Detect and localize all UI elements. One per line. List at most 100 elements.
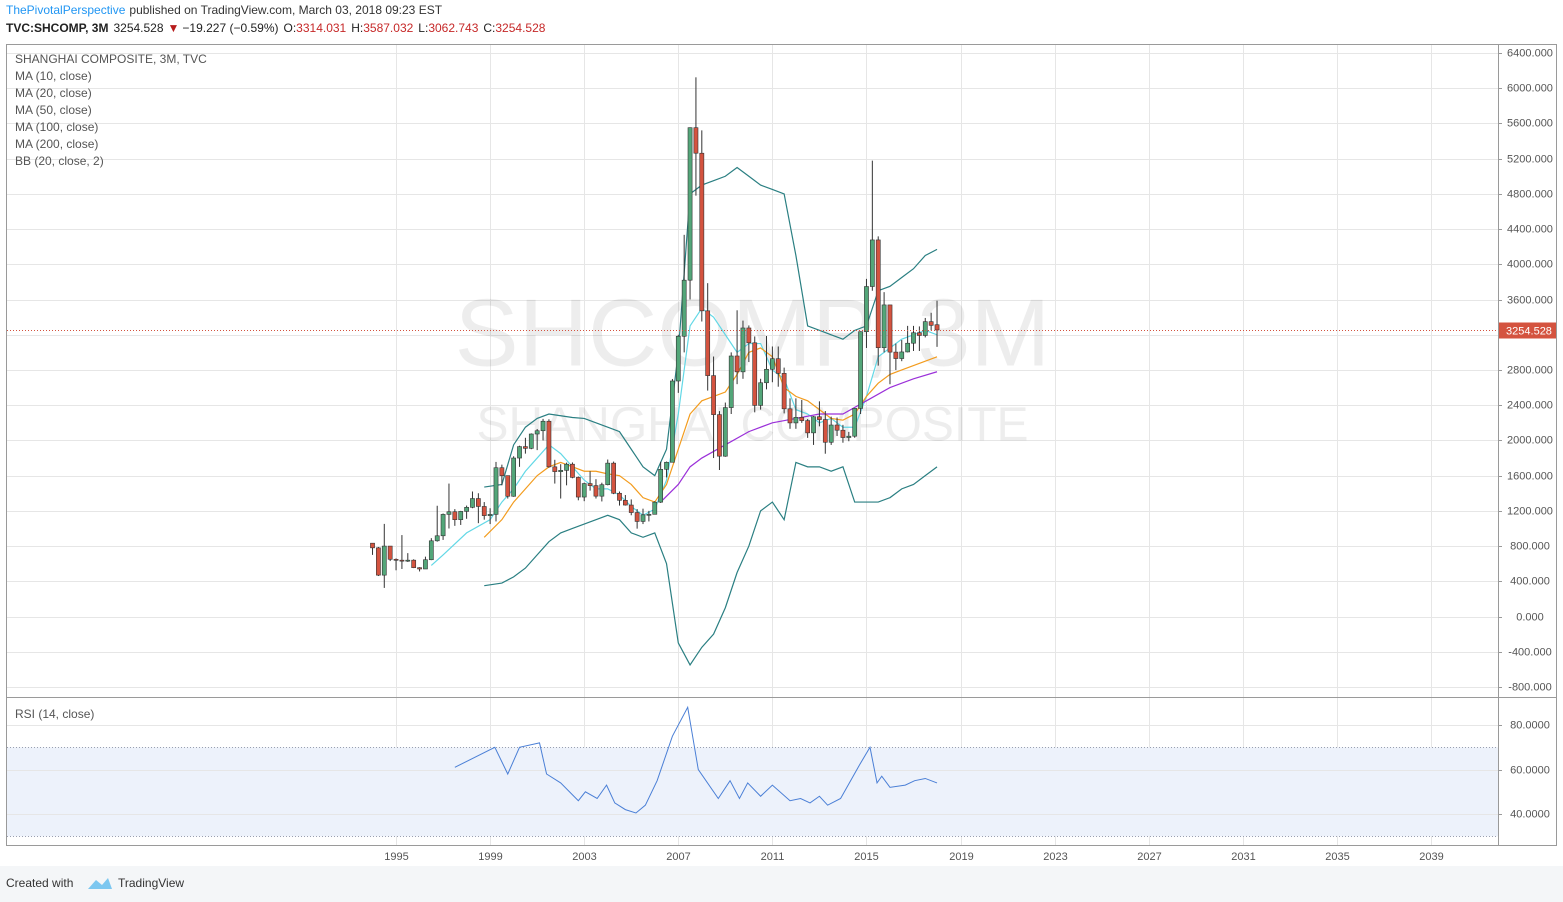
candle-body — [434, 535, 440, 542]
ohlc-label: H: — [351, 21, 363, 35]
y-tick-label: 4400.000 — [1507, 223, 1553, 235]
candle-body — [393, 558, 399, 561]
ohlc-label: L: — [418, 21, 428, 35]
bb-lower — [484, 461, 938, 667]
legend-entry: MA (20, close) — [15, 86, 92, 100]
candle-body — [452, 511, 458, 520]
candle-body — [775, 358, 781, 374]
symbol: TVC:SHCOMP, 3M — [6, 21, 108, 35]
change: −19.227 (−0.59%) — [182, 21, 278, 35]
candle-body — [875, 239, 881, 349]
candle-body — [805, 420, 811, 434]
candle-body — [811, 416, 816, 434]
ohlc-value: 3254.528 — [495, 21, 545, 35]
y-tick-label: 4000.000 — [1507, 258, 1553, 270]
grid-layer — [7, 45, 1498, 845]
candle-body — [405, 559, 411, 562]
y-tick-label: 5600.000 — [1507, 117, 1553, 129]
candle-body — [817, 416, 822, 420]
candle-body — [722, 407, 728, 457]
candle-body — [464, 507, 469, 512]
x-tick-label: 1995 — [384, 851, 408, 863]
candle-body — [575, 477, 581, 498]
candle-body — [381, 545, 387, 576]
y-tick-label: 2000.000 — [1507, 434, 1553, 446]
tradingview-logo[interactable]: TradingView — [88, 876, 184, 890]
candle-body — [552, 466, 558, 472]
candle-body — [546, 420, 552, 468]
candle-body — [717, 414, 722, 457]
candle-body — [711, 375, 716, 415]
candle-body — [758, 382, 763, 406]
indicator-line — [660, 371, 938, 503]
candle-body — [705, 310, 711, 376]
y-tick-label: 0.000 — [1516, 611, 1544, 623]
x-tick-label: 2019 — [949, 851, 973, 863]
x-tick-label: 2007 — [666, 851, 690, 863]
candle-body — [440, 514, 446, 537]
candle-body — [846, 435, 852, 438]
candle-body — [540, 420, 546, 432]
author[interactable]: ThePivotalPerspective — [6, 3, 126, 17]
published: published on TradingView.com, March 03, … — [129, 3, 442, 17]
y-tick-label: 80.0000 — [1510, 719, 1550, 731]
x-tick-label: 2011 — [761, 851, 785, 863]
candle-body — [840, 429, 846, 438]
candle-body — [376, 547, 381, 576]
candle-body — [640, 514, 646, 522]
ohlc-value: 3587.032 — [363, 21, 413, 35]
change-arrow: ▼ — [168, 21, 180, 35]
candle-body — [387, 545, 393, 560]
candle-body — [470, 498, 475, 508]
y-tick-label: 6400.000 — [1507, 47, 1553, 59]
legend-entry: MA (100, close) — [15, 120, 98, 134]
x-tick-label: 2023 — [1043, 851, 1067, 863]
candle-body — [728, 355, 734, 408]
candle-body — [934, 324, 940, 331]
y-tick-label: 2400.000 — [1507, 399, 1553, 411]
candle-body — [899, 351, 905, 359]
candle-body — [858, 331, 863, 409]
candle-body — [505, 475, 511, 497]
candle-body — [458, 511, 464, 520]
last-price-box — [1499, 322, 1556, 339]
footer-brand[interactable]: TradingView — [118, 876, 184, 890]
candle-body — [828, 424, 834, 443]
candle-body — [528, 433, 534, 449]
candle-body — [852, 408, 858, 437]
candle-body — [658, 469, 664, 503]
ohlc-value: 3062.743 — [428, 21, 478, 35]
footer-bar — [0, 866, 1563, 902]
y-tick-label: 3600.000 — [1507, 294, 1553, 306]
candle-body — [587, 483, 593, 486]
candle-body — [646, 513, 652, 516]
ohlc-value: 3314.031 — [296, 21, 346, 35]
candle-body — [922, 321, 928, 336]
candle-body — [864, 286, 869, 332]
candle-body — [428, 540, 434, 561]
candle-body — [793, 417, 799, 424]
candle-body — [887, 304, 893, 353]
ohlc-label: O: — [284, 21, 297, 35]
x-tick-label: 2027 — [1137, 851, 1161, 863]
candle-body — [534, 430, 540, 435]
data-layer — [7, 77, 1498, 837]
candle-body — [687, 127, 693, 281]
candle-body — [822, 419, 828, 443]
candle-body — [781, 373, 787, 410]
footer-created: Created with — [6, 876, 73, 890]
candle-body — [558, 470, 564, 472]
candle-body — [917, 332, 922, 336]
candle-body — [834, 424, 840, 431]
candle-body — [446, 511, 452, 515]
candle-body — [670, 380, 675, 463]
candle-body — [411, 559, 417, 568]
ohlc-label: C: — [483, 21, 495, 35]
y-tick-label: 4800.000 — [1507, 188, 1553, 200]
candle-body — [787, 408, 793, 424]
y-tick-label: -400.000 — [1508, 646, 1551, 658]
candle-body — [869, 239, 875, 287]
watermark-subtitle: SHANGHAI COMPOSITE — [476, 399, 1028, 452]
